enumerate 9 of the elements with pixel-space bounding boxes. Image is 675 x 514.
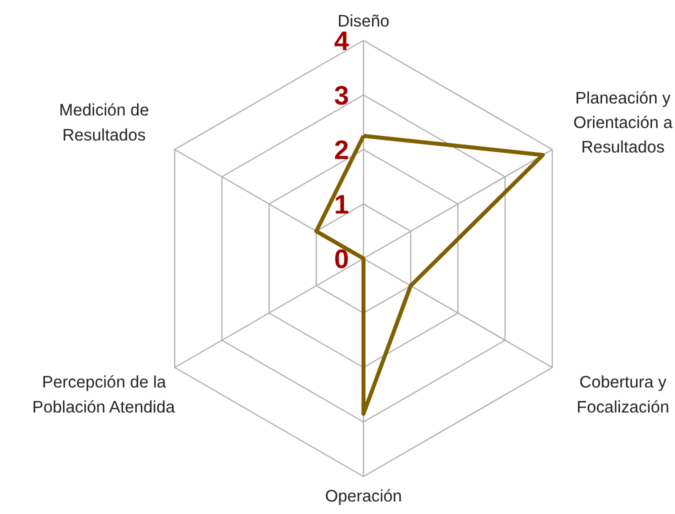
spoke-label: Percepción de la Población Atendida — [32, 372, 176, 416]
y-tick-label: 3 — [334, 80, 349, 110]
y-tick-label: 0 — [334, 244, 349, 274]
y-tick-label: 1 — [334, 190, 350, 220]
y-tick-label: 2 — [334, 135, 349, 165]
spoke-label: Operación — [325, 486, 402, 506]
spoke-label: Planeación y Orientación a Resultados — [573, 88, 674, 157]
spoke-label: Cobertura y Focalización — [576, 372, 670, 416]
spoke-label: Medición de Resultados — [59, 100, 149, 144]
